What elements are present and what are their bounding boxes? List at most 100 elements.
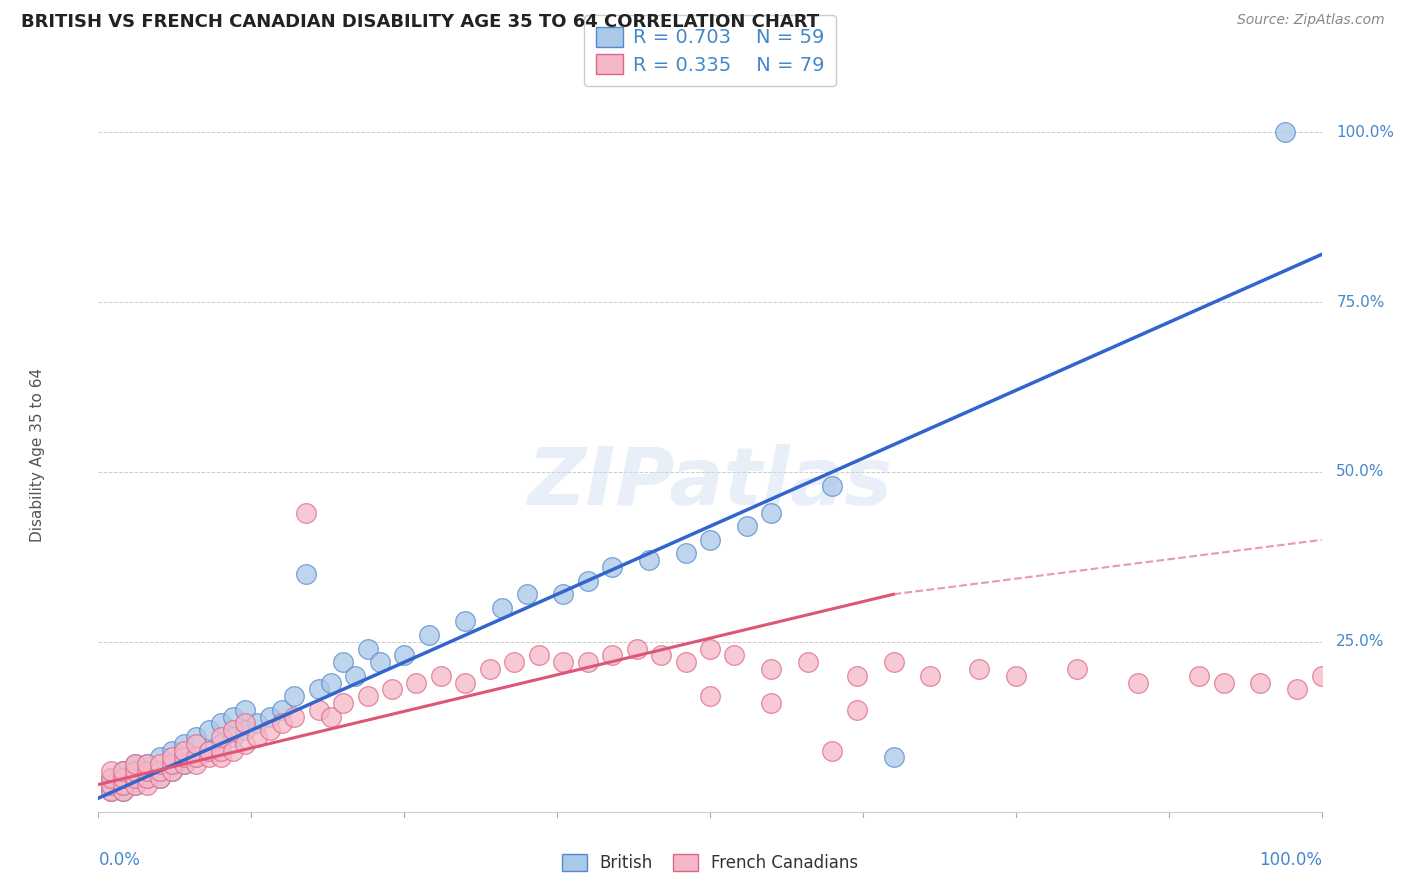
Point <box>124 771 146 785</box>
Point <box>1004 669 1026 683</box>
Point <box>186 750 208 764</box>
Point <box>392 648 416 663</box>
Point <box>160 757 183 772</box>
Text: 75.0%: 75.0% <box>1336 294 1385 310</box>
Point <box>136 771 159 785</box>
Point <box>308 703 330 717</box>
Point <box>136 764 159 778</box>
Point <box>222 723 245 738</box>
Point <box>553 655 575 669</box>
Text: BRITISH VS FRENCH CANADIAN DISABILITY AGE 35 TO 64 CORRELATION CHART: BRITISH VS FRENCH CANADIAN DISABILITY AG… <box>21 13 820 31</box>
Point <box>920 669 942 683</box>
Point <box>124 764 146 778</box>
Point <box>111 764 134 778</box>
Point <box>111 778 134 792</box>
Point <box>283 709 305 723</box>
Point <box>136 764 159 778</box>
Point <box>209 730 232 744</box>
Text: 0.0%: 0.0% <box>98 851 141 869</box>
Point <box>270 716 294 731</box>
Point <box>197 743 219 757</box>
Point <box>160 757 183 772</box>
Point <box>209 716 232 731</box>
Point <box>503 655 526 669</box>
Point <box>100 784 122 798</box>
Point <box>124 764 146 778</box>
Point <box>270 703 294 717</box>
Point <box>368 655 391 669</box>
Point <box>761 696 783 710</box>
Point <box>186 730 208 744</box>
Point <box>246 730 269 744</box>
Point <box>308 682 330 697</box>
Point <box>637 553 661 567</box>
Point <box>259 723 281 738</box>
Point <box>197 723 219 738</box>
Point <box>233 716 256 731</box>
Point <box>111 771 134 785</box>
Text: Disability Age 35 to 64: Disability Age 35 to 64 <box>30 368 45 542</box>
Point <box>136 778 159 792</box>
Text: 50.0%: 50.0% <box>1336 465 1385 479</box>
Point <box>821 743 844 757</box>
Point <box>111 784 134 798</box>
Point <box>100 764 122 778</box>
Point <box>186 750 208 764</box>
Point <box>100 778 122 792</box>
Point <box>723 648 745 663</box>
Point <box>136 757 159 772</box>
Point <box>1066 662 1088 676</box>
Point <box>233 737 256 751</box>
Point <box>527 648 550 663</box>
Point <box>100 784 122 798</box>
Point <box>160 750 183 764</box>
Point <box>418 628 440 642</box>
Point <box>332 696 354 710</box>
Point <box>845 669 868 683</box>
Text: 100.0%: 100.0% <box>1336 125 1395 140</box>
Point <box>136 757 159 772</box>
Point <box>600 560 623 574</box>
Point <box>222 730 245 744</box>
Point <box>246 716 269 731</box>
Point <box>186 737 208 751</box>
Point <box>100 778 122 792</box>
Point <box>576 655 599 669</box>
Point <box>430 669 453 683</box>
Point <box>149 750 172 764</box>
Point <box>209 743 232 757</box>
Point <box>136 771 159 785</box>
Point <box>197 743 219 757</box>
Point <box>160 764 183 778</box>
Point <box>259 709 281 723</box>
Point <box>173 757 195 772</box>
Point <box>124 778 146 792</box>
Point <box>454 615 477 629</box>
Point <box>124 757 146 772</box>
Point <box>332 655 354 669</box>
Point <box>149 771 172 785</box>
Point <box>209 737 232 751</box>
Point <box>356 689 378 703</box>
Text: ZIPatlas: ZIPatlas <box>527 444 893 523</box>
Point <box>675 546 697 560</box>
Point <box>761 506 783 520</box>
Point <box>173 743 195 757</box>
Point <box>883 750 905 764</box>
Point <box>1249 675 1271 690</box>
Point <box>1188 669 1211 683</box>
Point <box>149 757 172 772</box>
Text: Source: ZipAtlas.com: Source: ZipAtlas.com <box>1237 13 1385 28</box>
Point <box>222 709 245 723</box>
Point <box>149 764 172 778</box>
Point <box>149 771 172 785</box>
Point <box>626 641 648 656</box>
Point <box>283 689 305 703</box>
Point <box>209 750 232 764</box>
Point <box>149 764 172 778</box>
Point <box>295 566 318 581</box>
Point <box>160 743 183 757</box>
Point <box>491 600 513 615</box>
Point <box>454 675 477 690</box>
Point <box>356 641 378 656</box>
